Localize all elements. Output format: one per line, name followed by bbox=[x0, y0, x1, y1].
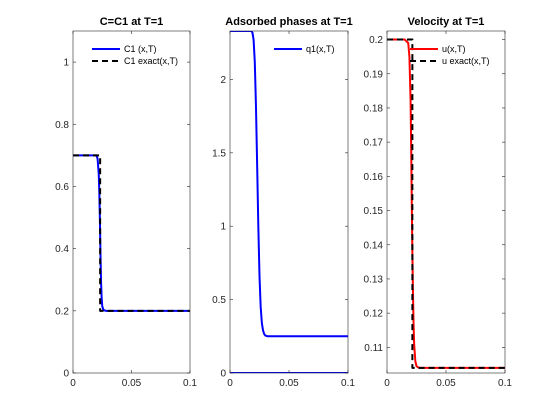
chart2-xtick-label: 0.05 bbox=[279, 378, 299, 389]
chart2-plot-area bbox=[230, 31, 348, 373]
chart3-ytick-label: 0.13 bbox=[364, 274, 384, 285]
chart3-xtick-label: 0.1 bbox=[498, 378, 512, 389]
chart2-ytick-label: 1.5 bbox=[212, 148, 226, 159]
chart1-panel: 0 0.05 0.1 0 0.2 0.4 0.6 0.8 1 C=C1 at T=1 C1 (x,T… bbox=[55, 16, 197, 389]
chart3-ytick-label: 0.17 bbox=[364, 138, 384, 149]
chart1-plot-area bbox=[73, 31, 190, 373]
chart3-plot-area bbox=[387, 31, 505, 373]
chart3-series-group bbox=[387, 38, 505, 369]
chart1-series-c1-exact-x-t- bbox=[73, 154, 190, 312]
chart1-title: C=C1 at T=1 bbox=[100, 16, 164, 28]
chart2-title: Adsorbed phases at T=1 bbox=[225, 16, 352, 28]
chart2-legend-label: q1(x,T) bbox=[306, 44, 335, 54]
chart1-legend-label: C1 (x,T) bbox=[124, 44, 157, 54]
chart1-xtick-label: 0.05 bbox=[122, 378, 142, 389]
chart2-ytick-label: 1 bbox=[220, 222, 226, 233]
chart3-legend-label: u(x,T) bbox=[442, 44, 466, 54]
chart1-ytick-label: 0 bbox=[63, 369, 69, 380]
chart3-title: Velocity at T=1 bbox=[408, 16, 485, 28]
chart3-xtick-label: 0.05 bbox=[436, 378, 456, 389]
chart2-xtick-label: 0.1 bbox=[341, 378, 355, 389]
chart3-ytick-label: 0.11 bbox=[364, 343, 383, 354]
chart2-xtick-label: 0 bbox=[227, 378, 233, 389]
chart1-xtick-label: 0.1 bbox=[183, 378, 197, 389]
chart3-panel: 0 0.05 0.1 0.11 0.12 0.13 0.14 0.15 0.16 0.17 0.18… bbox=[364, 16, 513, 389]
chart1-xtick-label: 0 bbox=[70, 378, 76, 389]
chart2-legend: q1(x,T) bbox=[274, 44, 335, 54]
chart1-legend-label: C1 exact(x,T) bbox=[124, 56, 178, 66]
chart3-ytick-label: 0.15 bbox=[364, 206, 384, 217]
chart2-series-group bbox=[230, 31, 348, 373]
chart2-ytick-label: 2 bbox=[220, 75, 226, 86]
chart3-ytick-label: 0.19 bbox=[364, 69, 384, 80]
chart1-ytick-label: 0.8 bbox=[55, 120, 69, 131]
chart2-series-q1-x-t- bbox=[230, 31, 348, 338]
chart2-ytick-label: 0.5 bbox=[212, 295, 226, 306]
chart2-panel: 0 0.05 0.1 0 0.5 1 1.5 2 Adsorbed phases at T=1 q… bbox=[212, 16, 355, 389]
chart1-ytick-label: 0.4 bbox=[55, 244, 69, 255]
chart1-legend: C1 (x,T) C1 exact(x,T) bbox=[92, 44, 178, 66]
chart3-ytick-label: 0.14 bbox=[364, 240, 384, 251]
chart1-series-group bbox=[73, 154, 190, 312]
chart3-ytick-label: 0.12 bbox=[364, 309, 384, 320]
chart2-ytick-label: 0 bbox=[220, 369, 226, 380]
chart1-ytick-label: 1 bbox=[63, 58, 69, 69]
chart3-xtick-label: 0 bbox=[384, 378, 390, 389]
chart3-ytick-label: 0.16 bbox=[364, 172, 384, 183]
chart3-legend-label: u exact(x,T) bbox=[442, 56, 490, 66]
chart1-ytick-label: 0.2 bbox=[55, 306, 69, 317]
chart3-series-u-x-t- bbox=[387, 38, 505, 369]
chart3-ytick-label: 0.18 bbox=[364, 103, 384, 114]
chart3-legend: u(x,T) u exact(x,T) bbox=[410, 44, 490, 66]
chart3-ytick-label: 0.2 bbox=[369, 35, 383, 46]
chart1-ytick-label: 0.6 bbox=[55, 182, 69, 193]
chart3-series-u-exact-x-t- bbox=[387, 38, 505, 369]
